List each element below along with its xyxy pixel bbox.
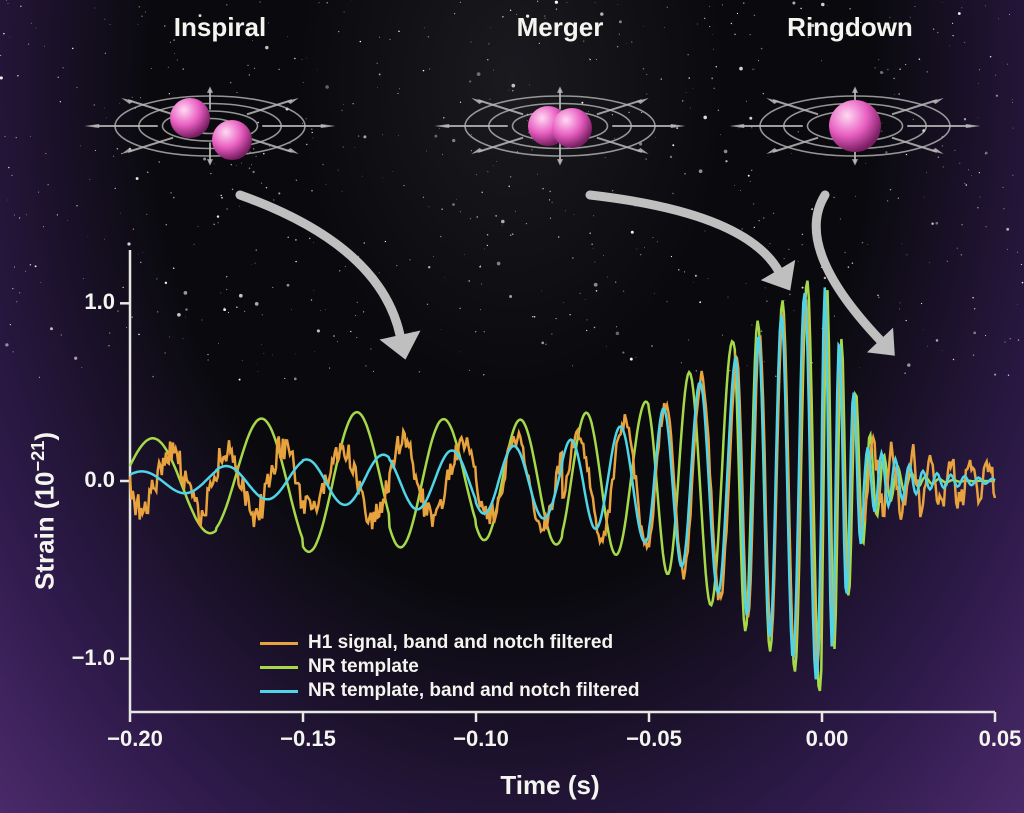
legend-row: H1 signal, band and notch filtered (260, 632, 639, 654)
x-tick-label: −0.10 (441, 726, 521, 752)
chart-legend: H1 signal, band and notch filtered NR te… (260, 632, 639, 704)
y-axis-label: Strain (10−21) (28, 432, 61, 590)
x-tick-label: −0.15 (268, 726, 348, 752)
y-tick-label: 0.0 (60, 467, 115, 493)
y-tick-label: 1.0 (60, 289, 115, 315)
x-tick-label: −0.05 (614, 726, 694, 752)
x-axis-label: Time (s) (350, 770, 750, 801)
x-tick-label: 0.00 (787, 726, 867, 752)
legend-text: NR template, band and notch filtered (308, 680, 639, 702)
legend-row: NR template (260, 656, 639, 678)
x-tick-label: 0.05 (960, 726, 1024, 752)
legend-text: H1 signal, band and notch filtered (308, 632, 613, 654)
legend-swatch (260, 642, 298, 645)
legend-swatch (260, 666, 298, 669)
legend-swatch (260, 690, 298, 693)
legend-text: NR template (308, 656, 419, 678)
x-tick-label: −0.20 (95, 726, 175, 752)
legend-row: NR template, band and notch filtered (260, 680, 639, 702)
y-tick-label: −1.0 (60, 645, 115, 671)
